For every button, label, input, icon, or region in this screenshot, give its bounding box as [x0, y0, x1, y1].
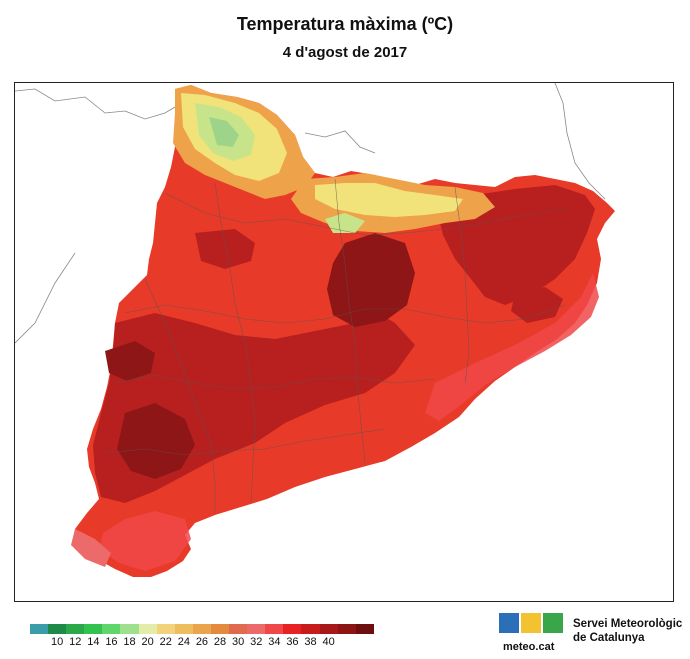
legend-label: 26 [195, 636, 209, 648]
legend-labels: 10 12 14 16 18 20 22 24 26 28 30 32 34 36 38 40 [30, 636, 374, 650]
legend-label: 28 [213, 636, 227, 648]
logo-site: meteo.cat [503, 641, 555, 653]
outside-borders [15, 83, 606, 344]
agency-line2: de Catalunya [573, 632, 645, 644]
legend-swatch [138, 624, 157, 634]
legend-swatch [210, 624, 230, 634]
comarca-borders [104, 178, 566, 513]
legend-label: 24 [177, 636, 190, 648]
legend-swatch [355, 624, 374, 634]
coastal-zone [99, 273, 599, 571]
temperature-map [14, 82, 674, 602]
legend-label: 36 [286, 636, 299, 648]
legend-swatch [174, 624, 193, 634]
legend-swatch [120, 624, 139, 634]
legend-label: 38 [304, 636, 317, 648]
color-legend: 10 12 14 16 18 20 22 24 26 28 30 32 34 36 38 40 [30, 624, 374, 648]
legend-swatches [30, 624, 374, 634]
meteocat-logo: meteo.cat Servei Meteorològic de Catalun… [497, 611, 682, 655]
legend-label: 14 [87, 636, 100, 648]
agency-line1: Servei Meteorològic [573, 618, 683, 630]
legend-swatch [102, 624, 121, 634]
legend-swatch [30, 624, 49, 634]
legend-swatch [301, 624, 320, 634]
legend-label: 30 [232, 636, 245, 648]
agency-name: Servei Meteorològic de Catalunya [573, 617, 682, 645]
legend-swatch [66, 624, 85, 634]
legend-swatch [319, 624, 338, 634]
map-subtitle: 4 d'agost de 2017 [282, 44, 408, 61]
legend-swatch [84, 624, 103, 634]
logo-mark: meteo.cat [499, 613, 563, 653]
legend-label: 16 [105, 636, 118, 648]
hot-zones [93, 185, 595, 503]
ebro-delta [71, 529, 111, 567]
logo-cloud-icon [543, 613, 563, 633]
logo-wave-icon [499, 613, 519, 633]
legend-label: 22 [159, 636, 172, 648]
legend-swatch [192, 624, 211, 634]
pyrenees [173, 85, 495, 233]
legend-swatch [229, 624, 248, 634]
legend-label: 18 [123, 636, 136, 648]
legend-label: 20 [141, 636, 154, 648]
legend-label: 34 [268, 636, 281, 648]
legend-swatch [283, 624, 302, 634]
legend-swatch [247, 624, 266, 634]
legend-label: 32 [250, 636, 263, 648]
map-canvas [15, 83, 615, 577]
legend-swatch [48, 624, 67, 634]
legend-label: 40 [322, 636, 335, 648]
legend-label: 10 [51, 636, 64, 648]
map-title: Temperatura màxima (ºC) [236, 14, 454, 34]
legend-swatch [265, 624, 284, 634]
legend-label: 12 [69, 636, 82, 648]
legend-swatch [156, 624, 175, 634]
legend-swatch [337, 624, 356, 634]
logo-sun-icon [521, 613, 541, 633]
